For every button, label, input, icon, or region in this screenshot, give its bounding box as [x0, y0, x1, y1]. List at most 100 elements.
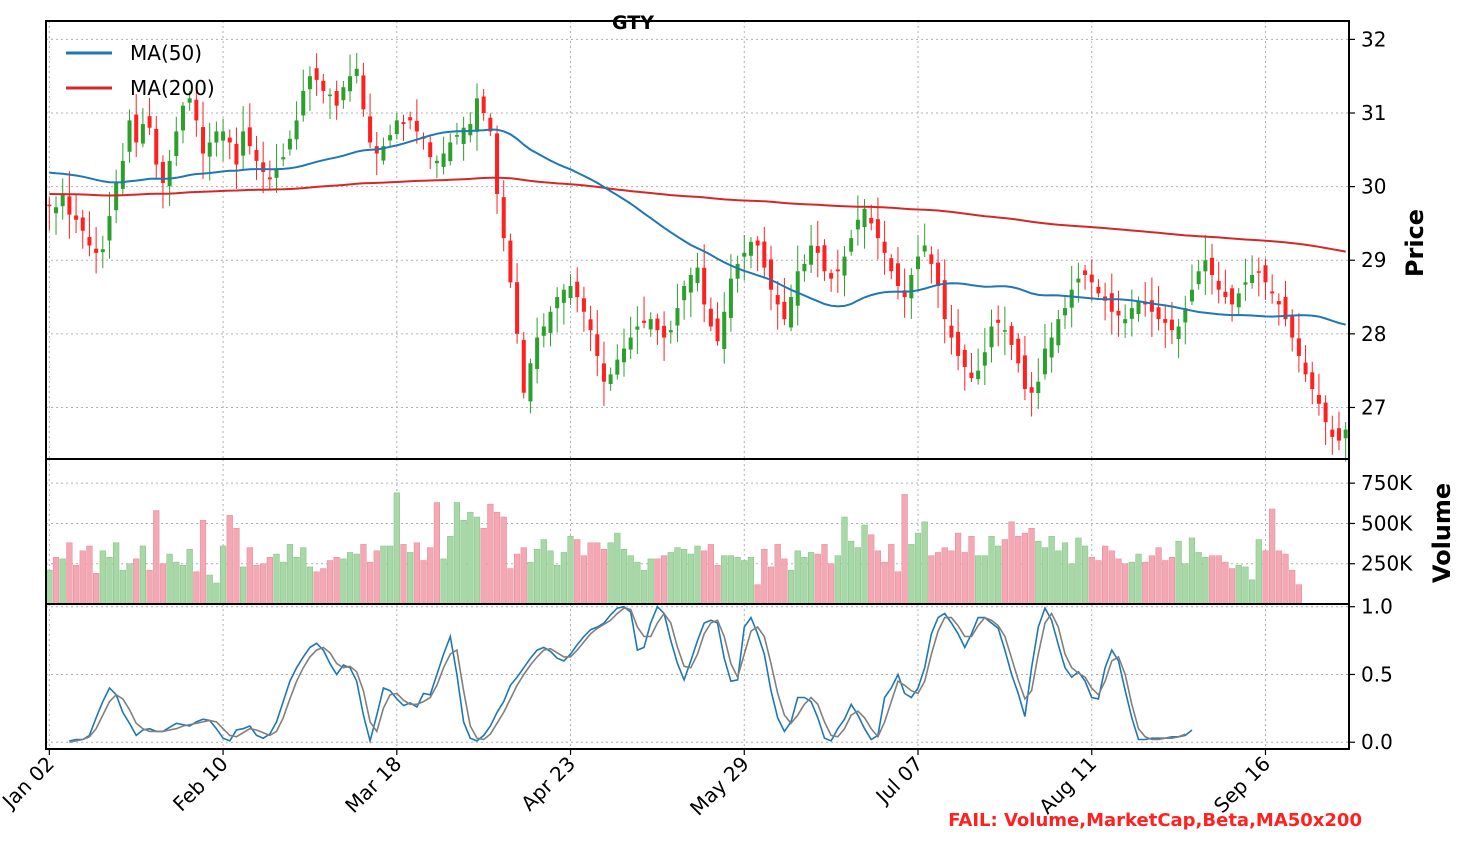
candle-body [615, 359, 620, 375]
candle-body [1323, 402, 1328, 423]
volume-bar [1182, 563, 1189, 605]
volume-bar [473, 516, 481, 605]
volume-bar [1021, 532, 1029, 605]
candle-body [1089, 274, 1094, 283]
volume-bar [848, 540, 855, 605]
candle-body [655, 318, 660, 331]
volume-bar [280, 561, 287, 605]
candle-body [241, 131, 246, 156]
candle-body [936, 262, 941, 287]
candle-body [648, 319, 653, 330]
volume-bar [660, 555, 668, 605]
candle-body [1230, 288, 1235, 305]
volume-bar [1095, 560, 1102, 605]
volume-bar [988, 536, 995, 605]
volume-bar [213, 582, 220, 605]
volume-bar [734, 557, 741, 605]
volume-bar [901, 494, 908, 605]
candle-body [855, 219, 860, 230]
candle-body [882, 241, 887, 253]
candle-body [795, 271, 800, 306]
candle-body [695, 267, 700, 284]
candle-body [1250, 274, 1255, 283]
candle-body [1203, 260, 1208, 272]
candle-body [976, 370, 981, 380]
volume-bar [801, 557, 808, 605]
volume-bar [1215, 555, 1222, 605]
volume-bar [393, 492, 400, 605]
volume-bar [133, 558, 140, 605]
candle-body [341, 87, 346, 101]
candle-body [982, 352, 987, 366]
volume-bar [674, 547, 681, 605]
volume-bar [1255, 539, 1262, 605]
date-tick-label: Aug 11 [1034, 752, 1101, 819]
candle-body [281, 157, 286, 160]
candle-body [1316, 394, 1321, 404]
candle-body [929, 254, 934, 264]
candle-body [1310, 372, 1315, 390]
volume-bar [300, 547, 307, 605]
candle-body [996, 319, 1001, 323]
volume-bar [440, 558, 447, 605]
candle-body [448, 142, 453, 162]
candle-body [909, 274, 914, 299]
volume-bar [46, 569, 53, 605]
candle-body [468, 124, 473, 136]
volume-bar [186, 548, 193, 605]
oscillator-tick-label: 0.0 [1361, 730, 1393, 754]
candle-body [1042, 348, 1047, 375]
candle-body [715, 318, 720, 342]
volume-bar [587, 542, 594, 605]
candle-body [114, 182, 119, 211]
volume-bar [607, 542, 614, 605]
candle-body [748, 241, 753, 256]
candle-body [408, 117, 413, 121]
candle-body [575, 281, 580, 298]
candle-body [1330, 429, 1335, 437]
volume-bar [1188, 537, 1196, 605]
volume-bar [1061, 542, 1069, 605]
volume-bar [52, 557, 60, 605]
candle-body [768, 259, 774, 290]
candle-body [488, 117, 493, 132]
volume-bar [99, 550, 106, 605]
candle-body [428, 142, 433, 158]
oscillator-line-fast [69, 605, 1193, 745]
volume-bar [79, 550, 86, 605]
volume-bar [1295, 584, 1302, 605]
volume-bar [66, 542, 73, 605]
volume-bar [1168, 557, 1176, 605]
volume-bar [634, 561, 641, 605]
volume-bar [774, 544, 781, 605]
candle-body [728, 278, 733, 318]
volume-bar [761, 548, 768, 605]
candle-body [94, 248, 99, 253]
candle-body [361, 75, 366, 110]
volume-bar [701, 550, 708, 605]
volume-bar [400, 544, 407, 605]
candle-body [180, 105, 185, 131]
volume-bar [513, 553, 521, 605]
price-tick-label: 32 [1361, 27, 1386, 51]
candle-body [1109, 293, 1114, 312]
volume-bar [681, 548, 688, 605]
candle-body [154, 128, 159, 165]
volume-bar [1262, 550, 1269, 605]
candle-body [1056, 319, 1061, 346]
candle-body [1022, 355, 1027, 390]
candle-body [461, 127, 466, 144]
date-tick-label: Feb 10 [168, 752, 233, 817]
candle-body [348, 76, 353, 92]
candle-body [201, 127, 206, 154]
volume-bar [166, 553, 173, 605]
volume-bar [981, 555, 988, 605]
volume-bar [921, 521, 928, 605]
candle-body [682, 286, 687, 301]
candle-body [895, 263, 900, 287]
volume-bar [219, 545, 227, 605]
volume-bar [767, 566, 775, 605]
candle-body [809, 245, 814, 265]
candle-body [916, 256, 921, 270]
legend-ma200-label: MA(200) [130, 76, 215, 100]
